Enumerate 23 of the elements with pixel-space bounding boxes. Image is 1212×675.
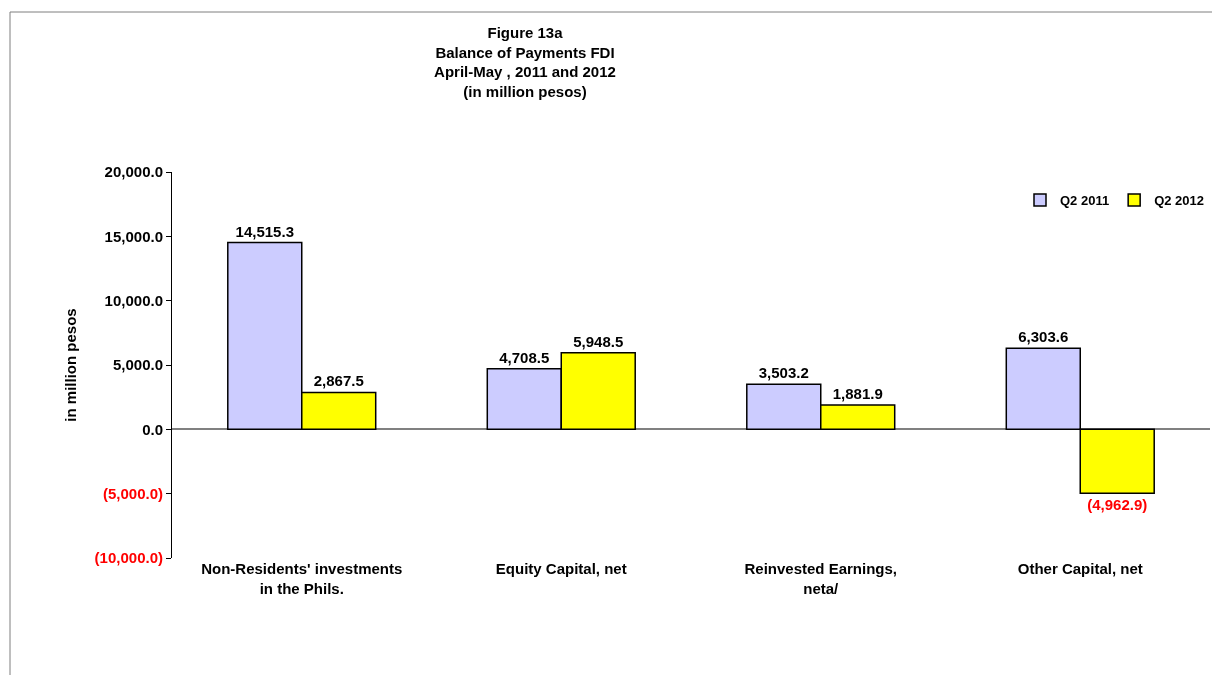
- legend-label: Q2 2012: [1154, 193, 1205, 209]
- y-tick-label: (5,000.0): [102, 484, 163, 502]
- y-tick-label: 10,000.0: [104, 291, 163, 309]
- data-label: 3,503.2: [758, 364, 809, 382]
- x-tick-label: Other Capital, net: [1017, 560, 1143, 577]
- data-label: 2,867.5: [313, 372, 364, 390]
- data-label: 6,303.6: [1018, 328, 1069, 346]
- y-tick-label: 5,000.0: [112, 356, 163, 374]
- y-tick-label: 20,000.0: [104, 163, 163, 181]
- data-label: 1,881.9: [832, 385, 883, 403]
- y-tick-label: 0.0: [142, 420, 163, 438]
- x-tick-label: Non-Residents' investments in the Phils.: [201, 560, 403, 597]
- y-tick-label: (10,000.0): [94, 549, 163, 567]
- y-axis-title: in million pesos: [61, 308, 79, 422]
- data-label: 5,948.5: [573, 332, 624, 350]
- x-tick-label: Reinvested Earnings, neta/: [744, 560, 898, 597]
- y-tick-label: 15,000.0: [104, 227, 163, 245]
- chart-title: Figure 13a Balance of Payments FDI April-May , 2011 and 2012 (in million pesos): [434, 24, 616, 100]
- data-label: 4,708.5: [499, 348, 550, 366]
- data-label: (4,962.9): [1087, 496, 1148, 514]
- x-tick-label: Equity Capital, net: [495, 560, 627, 577]
- data-label: 14,515.3: [235, 222, 294, 240]
- legend-label: Q2 2011: [1060, 193, 1110, 209]
